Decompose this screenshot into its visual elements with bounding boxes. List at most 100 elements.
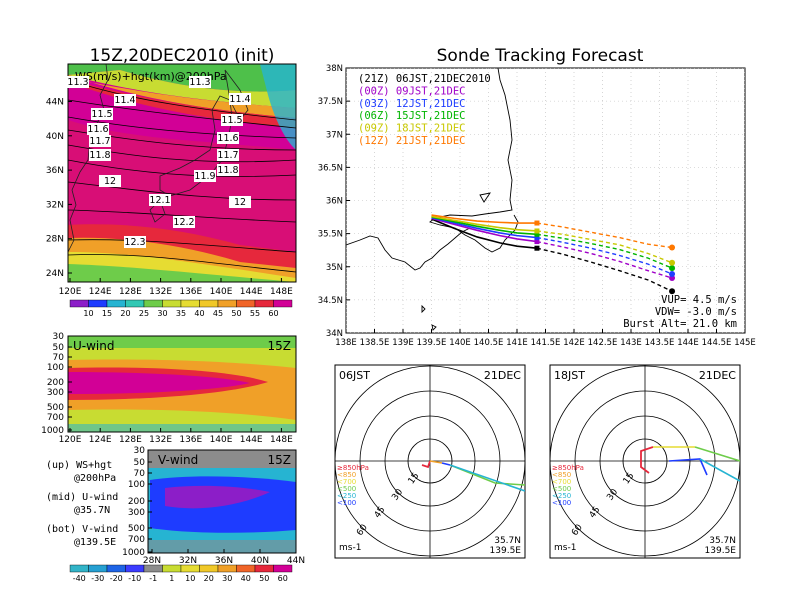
v-wind-y-tick-label: 70 <box>134 469 146 479</box>
track-landing-marker <box>669 265 676 272</box>
colorbar-swatch <box>273 299 293 308</box>
hodograph-level-label: ≥850hPa <box>552 464 584 472</box>
map-x-ticks: 120E 124E 128E 132E 136E 140E 144E 148E <box>59 278 293 297</box>
map-y-tick-label: 24N <box>46 269 64 279</box>
hodograph-level-label: <850 <box>337 471 356 479</box>
tracking-y-ticks: 34N 34.5N 35N 35.5N 36N 36.5N 37N 37.5N 38N <box>318 64 350 339</box>
v-wind-y-tick-label: 500 <box>128 524 145 534</box>
param-vup: VUP= 4.5 m/s <box>661 294 737 306</box>
u-wind-x-tick-label: 136E <box>179 435 202 445</box>
hodograph-units: ms-1 <box>339 543 361 553</box>
map-contour-line <box>68 99 296 129</box>
u-wind-label: U-wind <box>73 339 114 353</box>
contour-label: 12 <box>234 197 246 208</box>
hodograph-level-label: ≥850hPa <box>337 464 369 472</box>
map-jet-east-cyan <box>260 64 296 150</box>
legend-note: (up) WS+hgt <box>46 460 112 471</box>
tracking-y-tick-label: 34N <box>326 329 343 339</box>
contour-label: 11.7 <box>89 136 110 147</box>
map-x-tick-label: 140E <box>210 287 233 297</box>
tracking-island <box>431 324 437 331</box>
colorbar-label: 55 <box>250 309 260 318</box>
colorbar-swatch <box>254 299 274 308</box>
v-colorbar-swatch <box>143 564 163 573</box>
tracking-y-tick-label: 36.5N <box>318 163 343 173</box>
track-burst-marker <box>534 239 540 245</box>
legend-note: (bot) V-wind <box>46 524 118 535</box>
hodograph-left: 06JST 21DEC15304560≥850hPa<850<700<500<25… <box>334 364 526 559</box>
tracking-x-tick-label: 143.5E <box>645 338 675 348</box>
u-wind-y-tick-label: 100 <box>47 363 64 373</box>
colorbar-label: 30 <box>157 309 167 318</box>
v-colorbar-label: 20 <box>204 574 214 583</box>
v-colorbar-label: -1 <box>149 574 157 583</box>
colorbar-label: 45 <box>213 309 223 318</box>
track-landing-marker <box>669 271 676 278</box>
param-burst-alt: Burst Alt= 21.0 km <box>623 318 737 330</box>
v-colorbar-label: 1 <box>169 574 174 583</box>
contour-label: 11.8 <box>89 150 110 161</box>
right-title: Sonde Tracking Forecast <box>437 46 644 66</box>
v-colorbar-swatch <box>180 564 200 573</box>
map-contour-line <box>68 159 296 177</box>
v-wind-y-tick-label: 200 <box>128 497 145 507</box>
contour-label: 12 <box>104 176 116 187</box>
tracking-y-tick-label: 37N <box>326 130 343 140</box>
wind-speed-map: WS(m/s)+hgt(km)@200hPa 11.3 11.311.4 11.41… <box>46 63 297 318</box>
map-y-tick-label: 44N <box>46 98 64 108</box>
v-wind-purple-core <box>165 485 270 509</box>
legend-note: @139.5E <box>74 537 116 548</box>
tracking-x-ticks: 138E 138.5E 139E 139.5E 140E 140.5E 141E 141.5E… <box>335 329 756 348</box>
map-jet-upper-orange <box>68 75 296 118</box>
track-dashed-segment <box>536 240 673 279</box>
u-wind-x-tick-label: 124E <box>89 435 112 445</box>
hodograph-lat: 35.7N <box>494 536 521 546</box>
map-coastline-japan <box>159 95 233 197</box>
u-wind-x-tick-label: 144E <box>240 435 263 445</box>
hodograph-lat: 35.7N <box>709 536 736 546</box>
v-colorbar-label: 10 <box>185 574 195 583</box>
legend-note: @35.7N <box>74 505 110 516</box>
hodograph-plot-area <box>335 365 525 558</box>
contour-label-box <box>217 132 239 144</box>
tracking-y-tick-label: 38N <box>326 64 343 74</box>
map-x-tick-label: 132E <box>149 287 172 297</box>
tracking-x-tick-label: 145E <box>734 338 756 348</box>
contour-label: 11.6 <box>87 124 108 135</box>
contour-label: 12.1 <box>149 195 170 206</box>
contour-label: 11.3 <box>189 77 210 88</box>
v-wind-x-tick-label: 44N <box>287 556 305 566</box>
tracking-y-tick-label: 37.5N <box>318 97 343 107</box>
hodograph-plot-area <box>550 365 740 558</box>
u-wind-top-band <box>68 336 296 348</box>
map-contour-labels: 11.3 11.311.4 11.411.511.511.611.611.711.7… <box>67 76 251 248</box>
contour-label-box <box>124 236 146 248</box>
hodograph-level-label: <250 <box>552 492 571 500</box>
track-burst-marker <box>534 228 540 234</box>
legend-note: (mid) U-wind <box>46 492 118 503</box>
v-colorbar-label: -40 <box>73 574 86 583</box>
v-wind-colorbar: -40 -30 -20 -10 -1 1 10 20 30 40 50 60 <box>69 564 293 583</box>
colorbar-label: 20 <box>120 309 130 318</box>
contour-label-box <box>99 175 121 187</box>
contour-label: 11.9 <box>194 171 215 182</box>
hodograph-trace-250 <box>449 464 525 492</box>
contour-label: 12.3 <box>124 237 145 248</box>
contour-label: 11.5 <box>91 109 112 120</box>
tracking-grid <box>346 68 745 333</box>
hodograph-level-label: <100 <box>552 499 571 507</box>
tracking-legend-entry: (12Z) 21JST,21DEC <box>358 135 465 147</box>
tracking-x-tick-label: 140E <box>449 338 471 348</box>
v-wind-y-tick-label: 50 <box>134 458 146 468</box>
hodograph-lon: 139.5E <box>490 546 522 556</box>
u-wind-surface-band <box>68 424 296 432</box>
left-title: 15Z,20DEC2010 (init) <box>90 46 275 66</box>
contour-label-box <box>89 135 111 147</box>
contour-label-box <box>189 76 211 88</box>
hodograph-lon: 139.5E <box>705 546 737 556</box>
map-y-tick-label: 36N <box>46 166 64 176</box>
tracking-legend-entry: (09Z) 18JST,21DEC <box>358 123 465 135</box>
track-solid-segment <box>431 218 538 249</box>
